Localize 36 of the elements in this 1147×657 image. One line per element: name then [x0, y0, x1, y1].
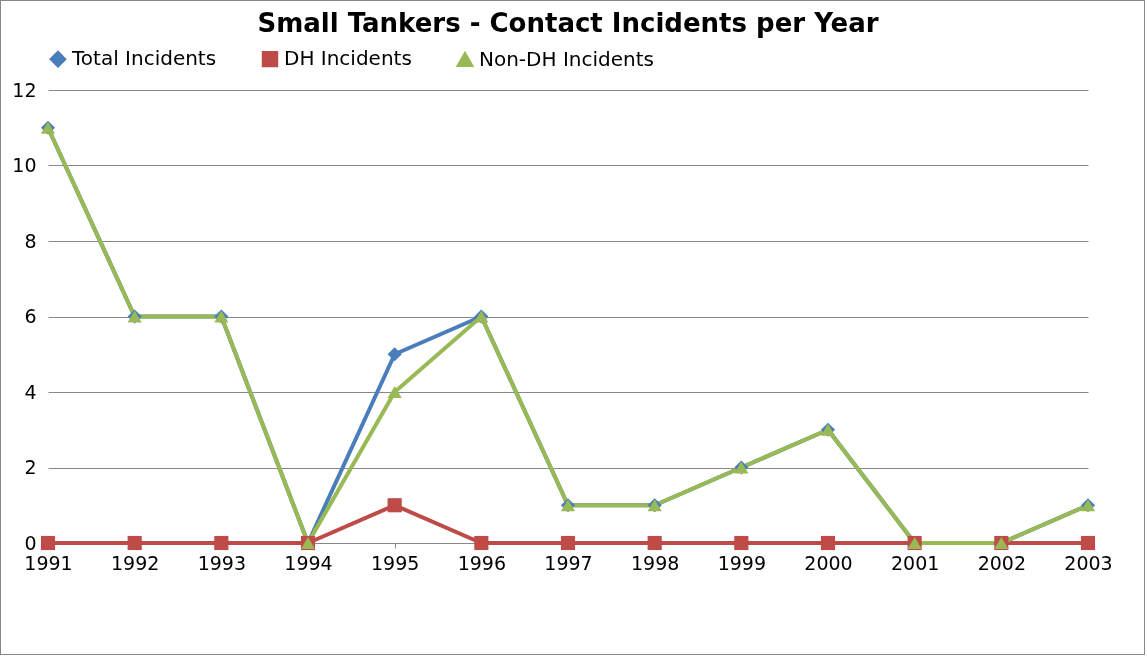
x-tick-label: 1999 — [717, 551, 767, 574]
x-tick-label: 2002 — [977, 551, 1027, 574]
y-tick-label: 0 — [24, 531, 37, 554]
x-tick-label: 2001 — [890, 551, 940, 574]
point — [647, 535, 662, 551]
point — [214, 535, 229, 551]
point — [560, 535, 576, 551]
chart-title: Small Tankers - Contact Incidents per Year — [257, 8, 879, 38]
x-tick-label: 2003 — [1064, 551, 1113, 574]
point — [387, 498, 402, 513]
x-tick-label: 1995 — [370, 551, 420, 574]
x-tick-label: 2000 — [804, 551, 853, 574]
legend-label: Non-DH Incidents — [479, 46, 654, 71]
x-tick-label: 1998 — [630, 551, 680, 574]
legend-label: Total Incidents — [71, 46, 217, 71]
legend-label: DH Incidents — [284, 46, 412, 71]
y-tick-label: 8 — [24, 229, 37, 252]
x-tick-label: 1997 — [544, 551, 593, 574]
x-tick-label: 1993 — [197, 551, 247, 574]
x-tick-label: 1992 — [110, 551, 160, 574]
point — [40, 535, 56, 551]
point — [474, 535, 489, 551]
y-tick-label: 10 — [12, 154, 37, 176]
x-tick-label: 1994 — [284, 551, 333, 574]
point — [127, 535, 142, 551]
x-tick-label: 1996 — [457, 551, 507, 574]
point — [820, 535, 836, 551]
point — [387, 347, 402, 362]
y-tick-label: 12 — [12, 78, 37, 101]
point — [387, 385, 402, 399]
x-tick-label: 1991 — [24, 551, 73, 574]
point — [734, 535, 749, 551]
point — [1080, 535, 1096, 551]
y-tick-label: 4 — [24, 380, 37, 403]
y-tick-label: 6 — [24, 305, 37, 327]
y-tick-label: 2 — [24, 456, 37, 478]
